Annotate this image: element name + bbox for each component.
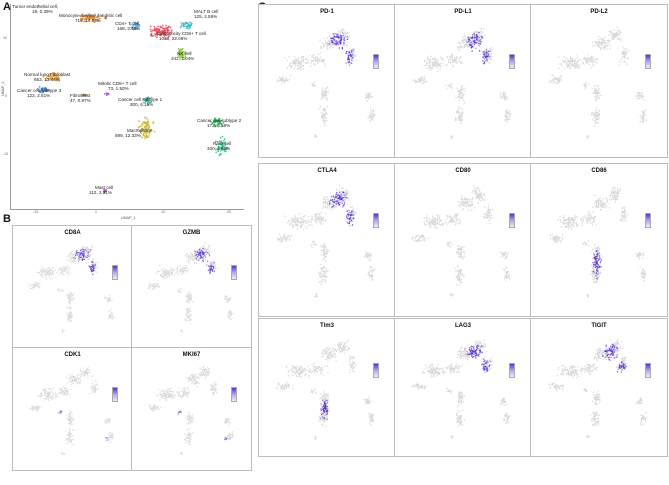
expression-legend xyxy=(644,362,651,378)
gene-title: TIGIT xyxy=(591,323,607,329)
feature-scatter xyxy=(412,27,512,139)
feature-scatter xyxy=(548,26,647,140)
cluster-label-normal-fibroblast: Normal lung Fibroblast 653, 13.44% xyxy=(24,72,71,82)
cluster-points xyxy=(136,116,156,140)
x-axis-label: UMAP_1 xyxy=(121,216,136,220)
gene-title: LAG3 xyxy=(454,323,471,329)
feature-scatter xyxy=(276,27,376,138)
cluster-points xyxy=(149,24,173,40)
feature-plot-cd8a: CD8A xyxy=(12,225,133,349)
feature-scatter xyxy=(411,184,511,297)
cluster-points xyxy=(81,93,87,97)
cluster-label-mast: Mast cell 112, 2.31% xyxy=(89,185,114,195)
feature-scatter xyxy=(548,339,648,439)
expression-legend xyxy=(644,212,651,228)
cluster-label-cancer-1: Cancer cell subtype 1 300, 6.15% xyxy=(118,97,163,107)
gene-title: CD86 xyxy=(591,168,607,174)
cluster-label-cd4-t: CD4+ T cell 168, 3.48% xyxy=(115,21,141,31)
gene-title: PD-1 xyxy=(320,9,334,15)
cluster-label-rare: Rare cell 330, 6.86% xyxy=(207,141,232,151)
expression-legend xyxy=(372,212,379,228)
expression-legend xyxy=(372,53,379,69)
feature-plot-ctla4: CTLA4 xyxy=(258,163,396,317)
panel-letter-b: B xyxy=(3,213,11,225)
gene-title: PD-L2 xyxy=(590,9,608,15)
cluster-label-tumor-endothelial: Tumor endothelial cell, 19, 0.39% xyxy=(12,4,59,14)
feature-plot-gzmb: GZMB xyxy=(131,225,252,349)
cluster-points xyxy=(104,16,107,20)
feature-plot-cdk1: CDK1 xyxy=(12,347,133,471)
cluster-points xyxy=(102,188,107,194)
feature-plot-pdl2: PD-L2 xyxy=(530,4,668,158)
feature-plot-cd86: CD86 xyxy=(530,163,668,317)
feature-scatter xyxy=(275,339,375,440)
expression-legend xyxy=(111,387,118,403)
feature-scatter xyxy=(549,186,647,298)
feature-plot-pd1: PD-1 xyxy=(258,4,396,158)
feature-scatter xyxy=(277,184,376,298)
feature-plot-tim3: Tim3 xyxy=(258,318,396,457)
gene-title: MKI67 xyxy=(182,352,201,358)
expression-legend xyxy=(111,265,118,281)
feature-plot-tigit: TIGIT xyxy=(530,318,668,457)
cluster-label-macrophage: Macrophage 599, 12.33% xyxy=(115,128,153,138)
expression-legend xyxy=(372,362,379,378)
expression-legend xyxy=(644,53,651,69)
x-tick: 0 xyxy=(95,210,97,214)
feature-plot-pdl1: PD-L1 xyxy=(394,4,532,158)
cluster-label-mitotic-cd8: Mitotic CD8+ T cell 73, 1.50% xyxy=(98,81,137,91)
x-tick: -10 xyxy=(33,210,39,214)
cluster-label-nk: NK cell 342, 7.04% xyxy=(171,51,195,61)
cluster-label-cytotoxic-cd8: Cytotoxicity CD8+ T cell 1068, 22.06% xyxy=(157,31,206,41)
cluster-points xyxy=(36,86,50,94)
y-axis-label: UMAP_2 xyxy=(1,81,5,96)
cluster-points xyxy=(79,13,104,24)
expression-legend xyxy=(230,265,237,281)
feature-plot-mki67: MKI67 xyxy=(131,347,252,471)
gene-title: CD8A xyxy=(64,230,81,236)
gene-title: GZMB xyxy=(182,230,201,236)
cluster-label-fibroblast: Fibroblast 47, 0.97% xyxy=(70,93,91,103)
cluster-label-monocyte-dc: Monocyte-derived dendritic cell 719, 14.8… xyxy=(59,13,123,23)
x-tick: 10 xyxy=(161,210,165,214)
y-tick: -10 xyxy=(3,152,9,156)
feature-plot-lag3: LAG3 xyxy=(394,318,532,457)
feature-scatter xyxy=(411,339,511,440)
cluster-label-cancer-2: Cancer cell subtype 2 173, 3.56% xyxy=(197,118,242,128)
expression-legend xyxy=(230,387,237,403)
cluster-points xyxy=(209,117,225,128)
cluster-points xyxy=(177,47,187,61)
cluster-points xyxy=(214,135,229,157)
cluster-points xyxy=(129,21,141,31)
gene-title: PD-L1 xyxy=(454,9,472,15)
cluster-label-cancer-3: Cancer cell subtype 3 122, 2.51% xyxy=(17,88,62,98)
gene-title: CDK1 xyxy=(64,352,81,358)
feature-scatter xyxy=(28,244,115,334)
expression-legend xyxy=(508,212,515,228)
y-tick: 0 xyxy=(5,94,7,98)
x-tick: 20 xyxy=(227,210,231,214)
cluster-label-malt-b: MALT B cell 125, 2.59% xyxy=(194,9,219,19)
cluster-points xyxy=(103,92,110,97)
feature-scatter xyxy=(29,366,115,455)
feature-scatter xyxy=(148,365,234,455)
feature-scatter xyxy=(147,242,234,333)
y-tick: 10 xyxy=(3,36,7,40)
cluster-points xyxy=(142,96,153,106)
cluster-points xyxy=(179,21,193,30)
gene-title: CD80 xyxy=(455,168,471,174)
panel-letter-a: A xyxy=(3,1,11,13)
feature-plot-cd80: CD80 xyxy=(394,163,532,317)
expression-legend xyxy=(508,53,515,69)
gene-title: CTLA4 xyxy=(317,168,337,174)
umap-scatter xyxy=(36,13,229,194)
umap-cluster-plot: Tumor endothelial cell, 19, 0.39% Monocyt… xyxy=(3,4,244,214)
expression-legend xyxy=(508,362,515,378)
cluster-points xyxy=(42,71,63,82)
gene-title: Tim3 xyxy=(320,323,334,329)
